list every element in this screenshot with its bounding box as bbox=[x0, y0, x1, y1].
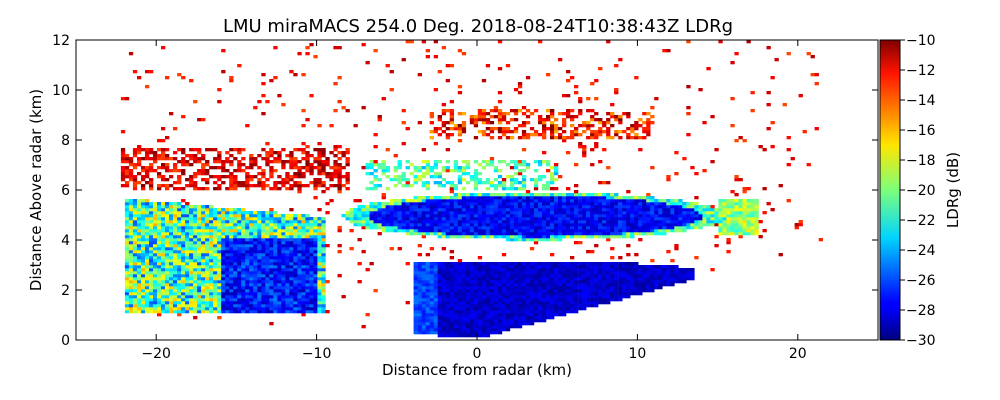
y-axis: 0 2 4 6 8 10 12 bbox=[52, 33, 878, 349]
colorbar-tick-label: −20 bbox=[906, 183, 936, 199]
x-tick-label: −20 bbox=[141, 346, 171, 362]
y-tick-label: 2 bbox=[61, 283, 70, 299]
colorbar-tick-label: −30 bbox=[906, 333, 936, 349]
y-tick-label: 0 bbox=[61, 333, 70, 349]
y-axis-label: Distance Above radar (km) bbox=[27, 89, 45, 291]
y-tick-label: 12 bbox=[52, 33, 70, 49]
colorbar-tick-label: −10 bbox=[906, 33, 936, 49]
y-tick-label: 8 bbox=[61, 133, 70, 149]
colorbar bbox=[879, 39, 901, 341]
heatmap-layer bbox=[120, 40, 823, 338]
colorbar-tick-label: −18 bbox=[906, 153, 936, 169]
colorbar-tick-label: −16 bbox=[906, 123, 936, 139]
y-tick-label: 4 bbox=[61, 233, 70, 249]
chart-title: LMU miraMACS 254.0 Deg. 2018-08-24T10:38… bbox=[223, 16, 733, 37]
colorbar-tick-label: −28 bbox=[906, 303, 936, 319]
x-tick-label: 20 bbox=[789, 346, 807, 362]
colorbar-tick-label: −14 bbox=[906, 93, 936, 109]
colorbar-tick-label: −24 bbox=[906, 243, 936, 259]
colorbar-tick-label: −26 bbox=[906, 273, 936, 289]
x-axis: −20 −10 0 10 20 bbox=[141, 40, 807, 362]
colorbar-tick-label: −22 bbox=[906, 213, 936, 229]
colorbar-tick-label: −12 bbox=[906, 63, 936, 79]
colorbar-label: LDRg (dB) bbox=[944, 152, 962, 228]
y-tick-label: 10 bbox=[52, 83, 70, 99]
y-tick-label: 6 bbox=[61, 183, 70, 199]
x-tick-label: 10 bbox=[628, 346, 646, 362]
x-tick-label: 0 bbox=[473, 346, 482, 362]
x-tick-label: −10 bbox=[302, 346, 332, 362]
colorbar-axis: −10 −12 −14 −16 −18 −20 −22 −24 −26 −28 −30 bbox=[900, 33, 936, 349]
x-axis-label: Distance from radar (km) bbox=[382, 361, 572, 379]
